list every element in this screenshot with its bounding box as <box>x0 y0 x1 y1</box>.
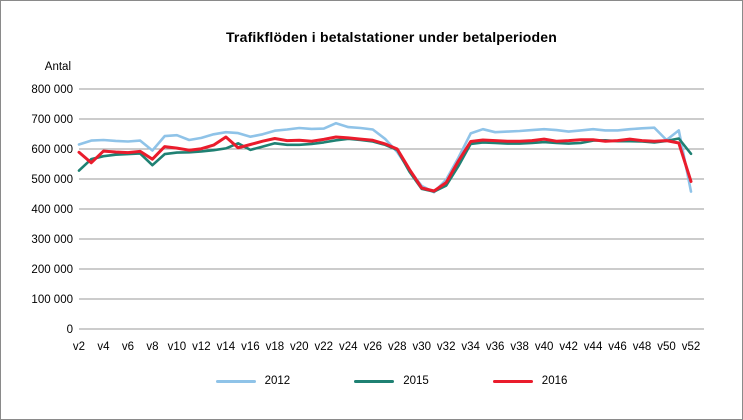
y-axis-title: Antal <box>44 61 71 73</box>
chart-title: Trafikflöden i betalstationer under beta… <box>225 29 558 45</box>
series-line-2016 <box>77 135 693 193</box>
x-axis-tick-label: v42 <box>559 341 578 353</box>
x-axis-tick-label: v36 <box>486 341 505 353</box>
x-axis-tick-label: v50 <box>657 341 676 353</box>
chart-legend: 2012 2015 2016 <box>79 375 704 387</box>
x-axis-tick-label: v14 <box>217 341 236 353</box>
x-axis-tick-label: v10 <box>168 341 187 353</box>
y-axis-tick-label: 300 000 <box>31 234 73 246</box>
legend-line-swatch-2012 <box>215 379 256 383</box>
x-axis-tick-label: v38 <box>510 341 529 353</box>
legend-item-2012: 2012 <box>215 375 291 387</box>
x-axis-tick-label: v6 <box>122 341 134 353</box>
x-axis-tick-label: v12 <box>192 341 211 353</box>
x-axis-tick-label: v48 <box>633 341 652 353</box>
x-axis-tick-label: v52 <box>682 341 701 353</box>
x-axis-tick-label: v40 <box>535 341 554 353</box>
x-axis-tick-label: v44 <box>584 341 603 353</box>
y-axis-tick-label: 400 000 <box>31 204 73 216</box>
x-axis-tick-label: v26 <box>363 341 382 353</box>
y-axis-tick-label: 0 <box>67 324 73 336</box>
y-axis-tick-label: 700 000 <box>31 114 73 126</box>
legend-label: 2015 <box>403 375 429 387</box>
x-axis-tick-label: v2 <box>73 341 85 353</box>
legend-item-2016: 2016 <box>492 375 568 387</box>
x-axis-tick-label: v22 <box>315 341 334 353</box>
x-axis-tick-label: v16 <box>241 341 260 353</box>
x-axis-tick-label: v34 <box>461 341 480 353</box>
y-axis-tick-label: 600 000 <box>31 144 73 156</box>
y-axis-tick-label: 200 000 <box>31 264 73 276</box>
legend-label: 2012 <box>264 375 291 387</box>
x-axis-tick-label: v28 <box>388 341 407 353</box>
line-chart-plot-area: 0 100 000 200 000 300 000 400 000 500 000 600 … <box>31 84 704 353</box>
legend-item-2015: 2015 <box>354 375 429 387</box>
series-line-2012 <box>77 121 693 194</box>
y-axis-tick-label: 500 000 <box>31 174 73 186</box>
x-axis-tick-label: v30 <box>412 341 431 353</box>
x-axis-tick-label: v18 <box>266 341 285 353</box>
x-axis-tick-label: v32 <box>437 341 456 353</box>
legend-line-swatch-2015 <box>354 379 395 383</box>
x-axis-tick-label: v46 <box>608 341 627 353</box>
x-axis-tick-label: v20 <box>290 341 309 353</box>
legend-label: 2016 <box>541 375 568 387</box>
x-axis-tick-label: v8 <box>146 341 158 353</box>
x-axis-tick-label: v4 <box>97 341 110 353</box>
x-axis-tick-label: v24 <box>339 341 358 353</box>
legend-line-swatch-2016 <box>492 379 533 383</box>
y-axis-tick-label: 100 000 <box>31 294 73 306</box>
y-axis-tick-label: 800 000 <box>31 84 73 96</box>
